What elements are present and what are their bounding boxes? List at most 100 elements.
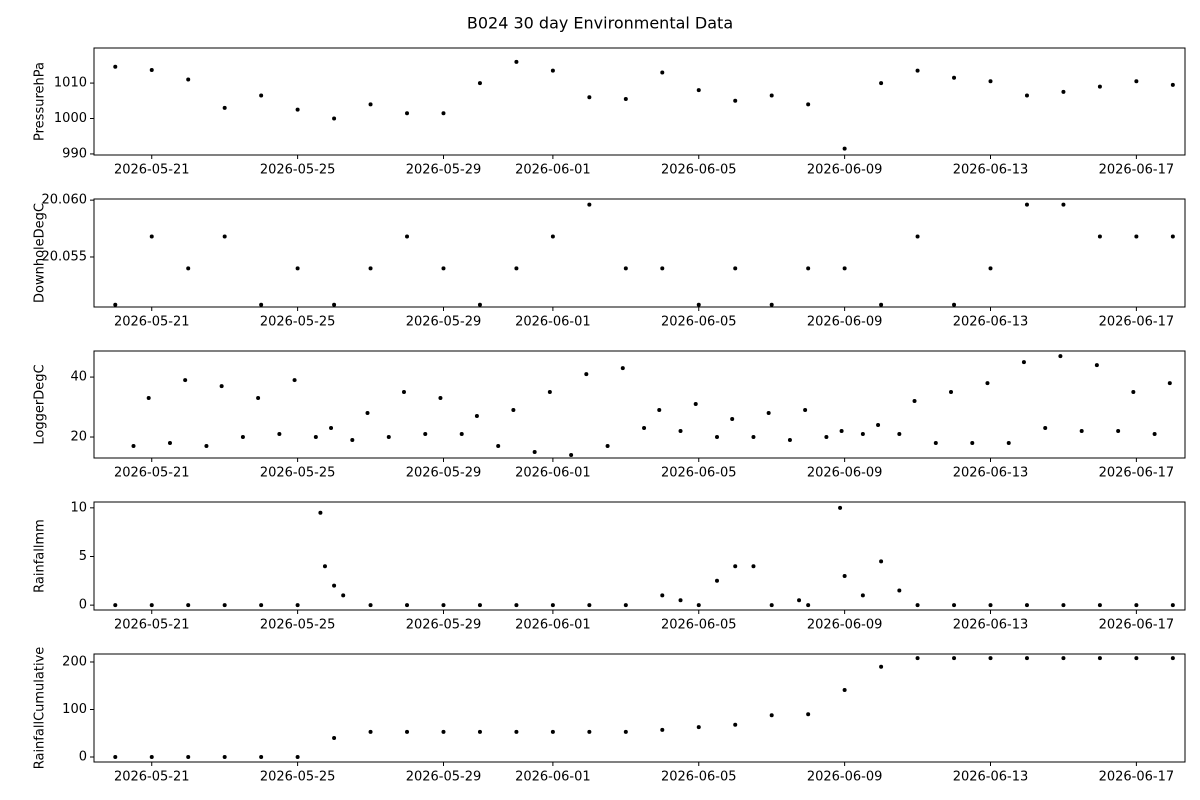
data-point — [769, 713, 774, 718]
data-point — [113, 603, 118, 608]
data-point — [259, 302, 264, 307]
data-point — [149, 67, 154, 72]
y-tick-label: 0 — [79, 598, 87, 613]
data-point — [438, 396, 443, 401]
x-tick-label: 2026-05-29 — [406, 466, 482, 481]
data-point — [988, 656, 993, 661]
data-point — [952, 603, 957, 608]
data-point — [332, 302, 337, 307]
data-point — [660, 593, 665, 598]
x-tick-label: 2026-06-17 — [1099, 163, 1175, 178]
y-tick-label: 100 — [62, 702, 87, 717]
y-tick-label: 20.055 — [42, 249, 88, 264]
data-point — [405, 234, 410, 239]
data-point — [474, 414, 479, 419]
x-tick-label: 2026-06-13 — [953, 770, 1029, 785]
data-point — [295, 603, 300, 608]
data-point — [186, 77, 191, 82]
data-point — [952, 656, 957, 661]
data-point — [219, 384, 224, 389]
data-point — [368, 102, 373, 107]
data-point — [879, 81, 884, 86]
data-point — [587, 95, 592, 100]
data-point — [696, 725, 701, 730]
axes-frame — [93, 501, 1186, 611]
data-point — [131, 444, 136, 449]
data-point — [186, 603, 191, 608]
data-point — [295, 107, 300, 112]
data-point — [149, 234, 154, 239]
data-point — [696, 302, 701, 307]
x-tick-label: 2026-06-13 — [953, 466, 1029, 481]
data-point — [1043, 426, 1048, 431]
x-tick-label: 2026-05-25 — [260, 163, 336, 178]
data-point — [660, 727, 665, 732]
data-point — [332, 583, 337, 588]
data-point — [1024, 656, 1029, 661]
data-point — [183, 378, 188, 383]
x-tick-label: 2026-05-25 — [260, 466, 336, 481]
y-axis-label: RainfallCumulative — [33, 647, 48, 770]
data-point — [146, 396, 151, 401]
x-tick-label: 2026-06-09 — [807, 466, 883, 481]
data-point — [350, 438, 355, 443]
data-point — [1024, 93, 1029, 98]
data-point — [514, 729, 519, 734]
data-point — [1061, 202, 1066, 207]
data-point — [1097, 603, 1102, 608]
data-point — [295, 266, 300, 271]
data-point — [477, 729, 482, 734]
data-point — [332, 736, 337, 741]
data-point — [587, 729, 592, 734]
x-tick-label: 2026-06-17 — [1099, 770, 1175, 785]
y-tick-label: 990 — [62, 146, 87, 161]
data-point — [714, 435, 719, 440]
data-point — [733, 266, 738, 271]
data-point — [441, 111, 446, 116]
y-tick-label: 5 — [79, 549, 87, 564]
data-point — [1167, 381, 1172, 386]
data-point — [678, 598, 683, 603]
axes-frame — [93, 653, 1186, 763]
axes-frame — [93, 198, 1186, 308]
y-tick-label: 0 — [79, 750, 87, 765]
data-point — [277, 432, 282, 437]
data-point — [222, 755, 227, 760]
data-point — [988, 266, 993, 271]
data-point — [113, 755, 118, 760]
data-point — [730, 417, 735, 422]
data-point — [222, 234, 227, 239]
data-point — [915, 234, 920, 239]
data-point — [897, 588, 902, 593]
data-point — [1131, 390, 1136, 395]
data-point — [952, 75, 957, 80]
data-point — [1170, 656, 1175, 661]
x-tick-label: 2026-06-05 — [661, 315, 737, 330]
x-tick-label: 2026-06-17 — [1099, 618, 1175, 633]
y-tick-label: 10 — [70, 500, 87, 515]
x-tick-label: 2026-05-21 — [114, 163, 190, 178]
data-point — [806, 266, 811, 271]
data-point — [514, 603, 519, 608]
data-point — [769, 302, 774, 307]
x-tick-label: 2026-05-25 — [260, 315, 336, 330]
data-point — [897, 432, 902, 437]
y-tick-label: 20 — [70, 430, 87, 445]
data-point — [186, 755, 191, 760]
data-point — [1170, 603, 1175, 608]
data-point — [405, 111, 410, 116]
x-tick-label: 2026-05-21 — [114, 315, 190, 330]
data-point — [915, 603, 920, 608]
x-tick-label: 2026-05-29 — [406, 618, 482, 633]
data-point — [733, 564, 738, 569]
y-axis-label: PressurehPa — [33, 62, 48, 141]
data-point — [295, 755, 300, 760]
data-point — [970, 441, 975, 446]
axes-frame — [93, 47, 1186, 156]
data-point — [341, 593, 346, 598]
x-tick-label: 2026-06-01 — [515, 466, 591, 481]
data-point — [222, 603, 227, 608]
x-tick-label: 2026-05-25 — [260, 770, 336, 785]
data-point — [605, 444, 610, 449]
